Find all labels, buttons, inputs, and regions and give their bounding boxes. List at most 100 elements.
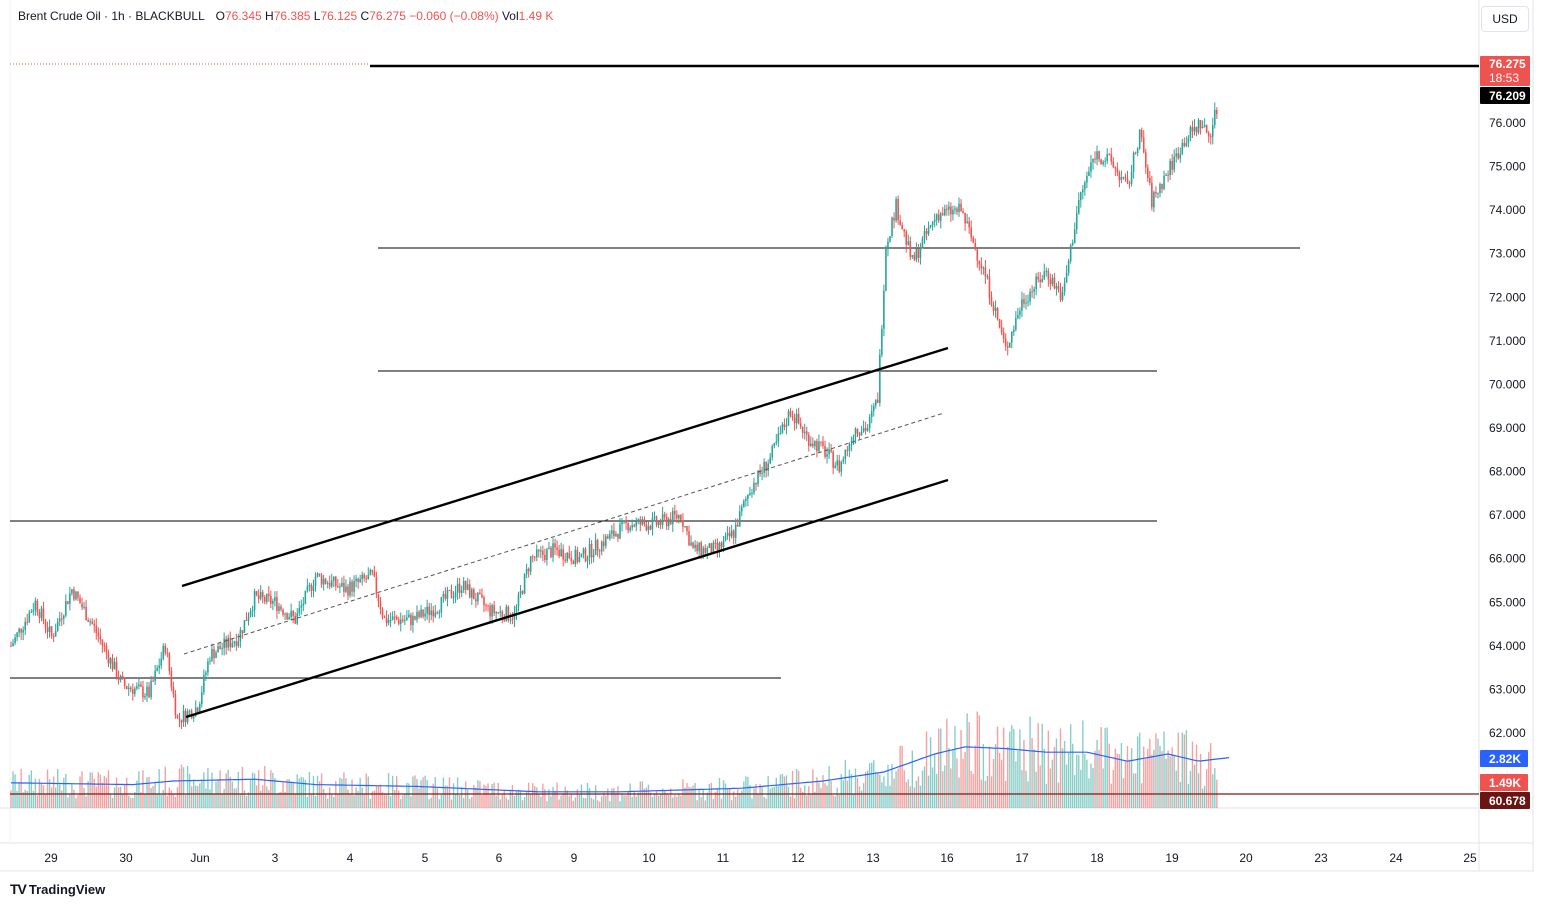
volume-bar (56, 769, 59, 808)
symbol-legend[interactable]: Brent Crude Oil · 1h · BLACKBULL O76.345… (18, 9, 553, 23)
volume-bar (643, 788, 646, 808)
candle-body (48, 626, 51, 632)
volume-bar (1114, 748, 1117, 808)
volume-bar (154, 781, 156, 808)
candle-body (257, 595, 260, 599)
candle-body (280, 606, 282, 610)
volume-bar (298, 778, 300, 808)
channel-mid-line[interactable] (183, 412, 945, 655)
candle-body (669, 519, 672, 525)
volume-bar (795, 768, 798, 808)
currency-button[interactable]: USD (1481, 6, 1529, 32)
candle-body (592, 555, 595, 558)
candle-body (75, 591, 77, 600)
candle-body (1055, 286, 1058, 289)
candle-body (560, 549, 562, 557)
channel-upper-line[interactable] (181, 346, 949, 588)
volume-bar (873, 760, 875, 808)
volume-bar (497, 782, 499, 808)
candle-body (515, 605, 518, 613)
candle-body (958, 203, 960, 213)
candle-body (314, 576, 317, 587)
volume-bar (324, 793, 327, 808)
candle-body (1187, 138, 1190, 144)
volume-bar (911, 750, 914, 808)
time-axis[interactable]: 29 30 Jun 3 4 5 6 9 10 11 12 13 16 17 18 19 20 23 24 25 (44, 851, 1477, 865)
candle-body (150, 680, 152, 698)
candle-body (568, 552, 571, 558)
price-tick-label: 67.000 (1489, 508, 1526, 522)
candle-body (814, 440, 816, 447)
candle-body (1049, 279, 1052, 285)
volume-bar (651, 796, 654, 808)
price-tick-label: 74.000 (1489, 203, 1526, 217)
candle-body (288, 617, 290, 620)
candle-body (789, 411, 792, 416)
candle-body (836, 460, 839, 466)
volume-bar (720, 798, 723, 808)
volume-bar (1011, 725, 1013, 808)
volume-bar (799, 787, 802, 808)
high-key: H (265, 9, 274, 23)
volume-bar (188, 773, 191, 808)
volume-bar (158, 769, 160, 808)
candle-body (235, 641, 238, 646)
candle-body (779, 433, 782, 435)
volume-bar (913, 787, 916, 808)
candle-body (247, 616, 250, 621)
volume-bar (349, 794, 351, 808)
channel-lower-line[interactable] (185, 478, 949, 719)
candle-body (1132, 152, 1135, 173)
candle-body (519, 591, 522, 595)
candle-body (653, 516, 656, 518)
candle-body (1114, 167, 1117, 169)
candle-body (154, 670, 156, 681)
candle-body (347, 586, 349, 596)
volume-bar (765, 798, 767, 808)
volume-bar (1179, 781, 1181, 808)
symbol-title[interactable]: Brent Crude Oil · 1h · BLACKBULL (18, 9, 205, 23)
volume-bar (972, 773, 974, 808)
candle-body (822, 441, 824, 446)
candle-body (379, 601, 382, 610)
volume-bar (964, 751, 966, 808)
candle-body (1213, 109, 1216, 126)
volume-bar (708, 783, 711, 808)
tradingview-logo[interactable]: TV TradingView (10, 881, 105, 897)
volume-bar (751, 798, 753, 808)
volume-bar (1132, 773, 1135, 808)
volume-bar (36, 795, 39, 808)
candle-body (661, 514, 664, 525)
volume-bar (659, 794, 662, 808)
candle-body (546, 549, 548, 560)
volume-bar (253, 773, 256, 808)
candle-body (1144, 152, 1147, 168)
price-axis[interactable]: 76.000 75.000 74.000 73.000 72.000 71.000 70.0… (1489, 116, 1526, 740)
candle-body (907, 241, 910, 245)
volume-bar (213, 794, 215, 808)
volume-bar (272, 772, 274, 808)
candle-body (1173, 156, 1175, 170)
volume-bar (89, 772, 91, 808)
volume-bar (582, 797, 585, 808)
volume-bar (219, 770, 221, 808)
volume-bar (343, 772, 345, 808)
volume-level-badge: 60.678 (1480, 792, 1530, 809)
volume-bar (138, 771, 140, 808)
candle-body (598, 550, 601, 552)
time-tick-label: 24 (1389, 851, 1403, 865)
candle-body (542, 550, 544, 556)
candle-body (1077, 200, 1080, 214)
candle-body (1177, 153, 1180, 159)
volume-bar (140, 792, 142, 808)
candle-body (404, 620, 406, 622)
volume-bar (1157, 738, 1159, 808)
candle-body (416, 611, 418, 620)
volume-bar (180, 764, 183, 808)
candle-body (566, 552, 569, 561)
volume-bar (52, 776, 55, 808)
volume-bar (834, 796, 836, 808)
candle-body (113, 661, 116, 670)
volume-bar (623, 795, 625, 808)
